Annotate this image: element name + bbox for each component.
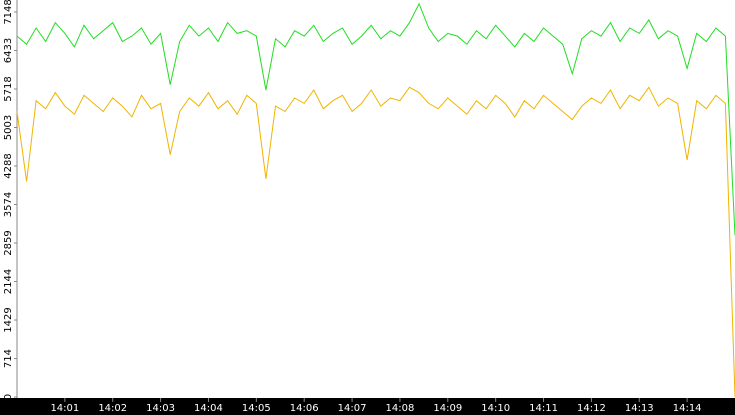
x-tick-label: 14:01	[50, 403, 79, 414]
y-tick-label: 3574	[3, 192, 14, 217]
x-axis-bar	[0, 398, 735, 415]
x-tick-label: 14:14	[673, 403, 702, 414]
y-tick-label: 6433	[3, 38, 14, 63]
x-tick-label: 14:06	[290, 403, 319, 414]
x-tick-label: 14:09	[433, 403, 462, 414]
x-tick-label: 14:08	[386, 403, 415, 414]
y-tick-label: 2144	[3, 269, 14, 294]
y-tick-label: 1429	[3, 307, 14, 332]
x-tick-label: 14:11	[529, 403, 558, 414]
y-tick-label: 714	[3, 349, 14, 368]
line-series	[16, 86, 735, 398]
x-tick-label: 14:13	[625, 403, 654, 414]
y-tick-label: 7148	[3, 0, 14, 25]
x-tick-label: 14:12	[577, 403, 606, 414]
x-tick-label: 14:03	[146, 403, 175, 414]
x-tick-label: 14:04	[194, 403, 223, 414]
y-tick-label: 4288	[3, 153, 14, 178]
x-tick-label: 14:10	[481, 403, 510, 414]
line-series	[16, 2, 735, 236]
y-tick-label: 5718	[3, 76, 14, 101]
y-tick-label: 2859	[3, 230, 14, 255]
x-tick-label: 14:05	[242, 403, 271, 414]
x-tick-label: 14:02	[98, 403, 127, 414]
y-tick-label: 0	[3, 394, 14, 400]
y-tick-label: 5003	[3, 115, 14, 140]
x-tick-label: 14:07	[338, 403, 367, 414]
